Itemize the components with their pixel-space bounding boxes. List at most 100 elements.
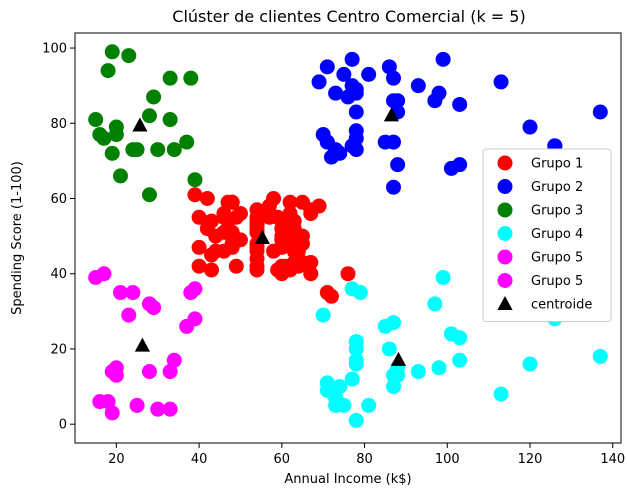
- data-point: [386, 379, 401, 395]
- data-point: [88, 112, 104, 128]
- centroid-marker: [383, 107, 400, 122]
- ticks-layer: 20 40 60 80 100 120 140 0 20 40 60 80 100: [42, 42, 625, 467]
- data-point: [129, 397, 145, 413]
- marks-layer: [88, 44, 608, 428]
- data-point: [348, 142, 364, 158]
- data-point: [191, 239, 207, 255]
- data-point: [141, 187, 157, 203]
- data-point: [104, 405, 120, 421]
- legend-label: Grupo 5: [531, 274, 583, 289]
- data-point: [108, 119, 124, 135]
- data-point: [104, 145, 120, 161]
- data-point: [435, 269, 451, 285]
- data-point: [187, 281, 203, 297]
- series-2: [311, 51, 608, 195]
- data-point: [104, 44, 120, 60]
- data-point: [146, 300, 162, 316]
- y-tick-label: 60: [50, 192, 67, 207]
- data-point: [522, 119, 538, 135]
- series-5: [88, 266, 203, 421]
- data-point: [187, 311, 203, 327]
- data-point: [592, 348, 608, 364]
- data-point: [431, 360, 447, 376]
- centroid-marker: [132, 117, 148, 132]
- x-tick-label: 120: [518, 452, 543, 467]
- data-point: [361, 66, 377, 82]
- data-point: [493, 74, 509, 90]
- data-point: [129, 142, 145, 158]
- series-7: [132, 107, 407, 366]
- data-point: [187, 172, 203, 188]
- data-point: [344, 371, 360, 387]
- series-1: [187, 187, 356, 304]
- data-point: [452, 352, 468, 368]
- data-point: [386, 179, 401, 195]
- legend-marker: [497, 202, 513, 218]
- data-point: [386, 70, 401, 86]
- legend-label: Grupo 4: [531, 227, 583, 242]
- y-tick-label: 0: [59, 418, 67, 433]
- centroid-marker: [254, 230, 270, 244]
- data-point: [390, 93, 406, 109]
- data-point: [249, 243, 265, 259]
- y-tick-label: 40: [50, 267, 67, 282]
- legend: Grupo 1 Grupo 2 Grupo 3 Grupo 4 Grupo 5 Grupo…: [482, 148, 612, 322]
- data-point: [348, 123, 364, 139]
- data-point: [311, 74, 327, 90]
- data-point: [232, 232, 248, 248]
- data-point: [146, 89, 162, 105]
- data-point: [410, 78, 426, 94]
- data-point: [141, 108, 157, 124]
- data-point: [162, 364, 178, 380]
- data-point: [224, 194, 240, 210]
- data-point: [183, 70, 199, 86]
- x-tick-label: 100: [435, 452, 460, 467]
- legend-label: Grupo 1: [531, 157, 583, 172]
- data-point: [319, 59, 335, 75]
- data-point: [295, 228, 310, 244]
- data-point: [340, 266, 356, 282]
- centroid-marker: [134, 337, 151, 352]
- data-point: [100, 394, 116, 410]
- data-point: [303, 266, 319, 282]
- data-point: [286, 213, 302, 229]
- data-point: [108, 367, 124, 383]
- legend-label: Grupo 2: [531, 180, 583, 195]
- data-point: [166, 142, 182, 158]
- y-tick-label: 100: [42, 42, 67, 57]
- data-point: [162, 70, 178, 86]
- data-point: [100, 63, 116, 79]
- data-point: [348, 85, 364, 101]
- data-point: [410, 364, 426, 380]
- data-point: [315, 307, 331, 323]
- data-point: [179, 134, 195, 150]
- data-point: [121, 307, 137, 323]
- data-point: [348, 341, 364, 357]
- data-point: [323, 288, 339, 304]
- data-point: [493, 386, 509, 402]
- data-point: [452, 96, 468, 112]
- data-point: [96, 130, 112, 146]
- data-point: [431, 85, 447, 101]
- legend-marker: [497, 179, 513, 194]
- x-tick-label: 80: [356, 452, 373, 467]
- data-point: [336, 397, 352, 413]
- data-point: [386, 134, 401, 150]
- data-point: [270, 209, 286, 225]
- data-point: [361, 397, 377, 413]
- data-point: [249, 202, 265, 218]
- series-3: [88, 44, 203, 203]
- data-point: [344, 51, 360, 67]
- data-point: [162, 112, 178, 128]
- data-point: [332, 145, 348, 161]
- y-axis-label: Spending Score (1-100): [10, 161, 25, 315]
- x-tick-label: 40: [191, 452, 208, 467]
- data-point: [125, 285, 141, 301]
- y-tick-label: 20: [50, 342, 67, 357]
- data-point: [348, 356, 364, 372]
- data-point: [352, 285, 368, 301]
- data-point: [216, 209, 232, 225]
- y-tick-label: 80: [50, 117, 67, 132]
- centroid-marker: [390, 351, 407, 366]
- data-point: [452, 157, 468, 173]
